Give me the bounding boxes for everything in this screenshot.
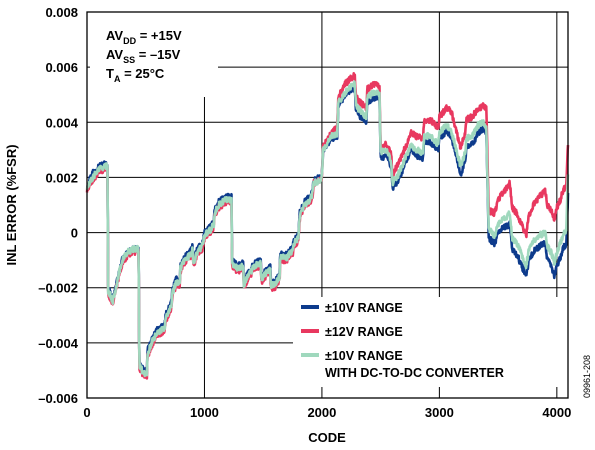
legend-label-dcdc: ±10V RANGE — [325, 349, 403, 363]
series-line-2 — [85, 80, 570, 378]
plot-frame — [86, 11, 569, 399]
x-tick-label-2: 2000 — [307, 405, 336, 420]
y-tick-label-2: 0.004 — [45, 115, 78, 130]
y-tick-label-0: 0.008 — [45, 5, 78, 20]
y-tick-label-6: –0.004 — [38, 336, 79, 351]
annotation-avdd: AVDD = +15V — [106, 28, 182, 46]
x-tick-label-4: 4000 — [542, 405, 571, 420]
x-axis-title: CODE — [308, 430, 346, 445]
y-axis-title: INL ERROR (%FSR) — [4, 144, 19, 265]
conditions-box — [90, 9, 218, 97]
y-tick-label-3: 0.002 — [45, 170, 78, 185]
y-tick-label-5: –0.002 — [38, 281, 78, 296]
x-tick-label-0: 0 — [83, 405, 90, 420]
y-tick-label-7: –0.006 — [38, 391, 78, 406]
series-layer — [85, 72, 570, 380]
y-tick-label-4: 0 — [71, 226, 78, 241]
legend-background — [293, 297, 575, 387]
x-tick-label-3: 3000 — [425, 405, 454, 420]
legend-label-10v: ±10V RANGE — [325, 301, 403, 315]
legend-label-dcdc-line2: WITH DC-TO-DC CONVERTER — [325, 366, 504, 380]
x-tick-labels: 0 1000 2000 3000 4000 — [83, 405, 571, 420]
annotation-ta: TA = 25°C — [106, 66, 165, 84]
y-tick-labels: 0.008 0.006 0.004 0.002 0 –0.002 –0.004 –0.006 — [38, 5, 79, 406]
y-tick-label-1: 0.006 — [45, 60, 78, 75]
figure-id: 09961-208 — [582, 355, 592, 398]
x-tick-label-1: 1000 — [190, 405, 219, 420]
legend-label-12v: ±12V RANGE — [325, 325, 403, 339]
annotation-avss: AVSS = –15V — [106, 47, 181, 65]
legend: ±10V RANGE ±12V RANGE ±10V RANGE WITH DC… — [293, 297, 575, 387]
